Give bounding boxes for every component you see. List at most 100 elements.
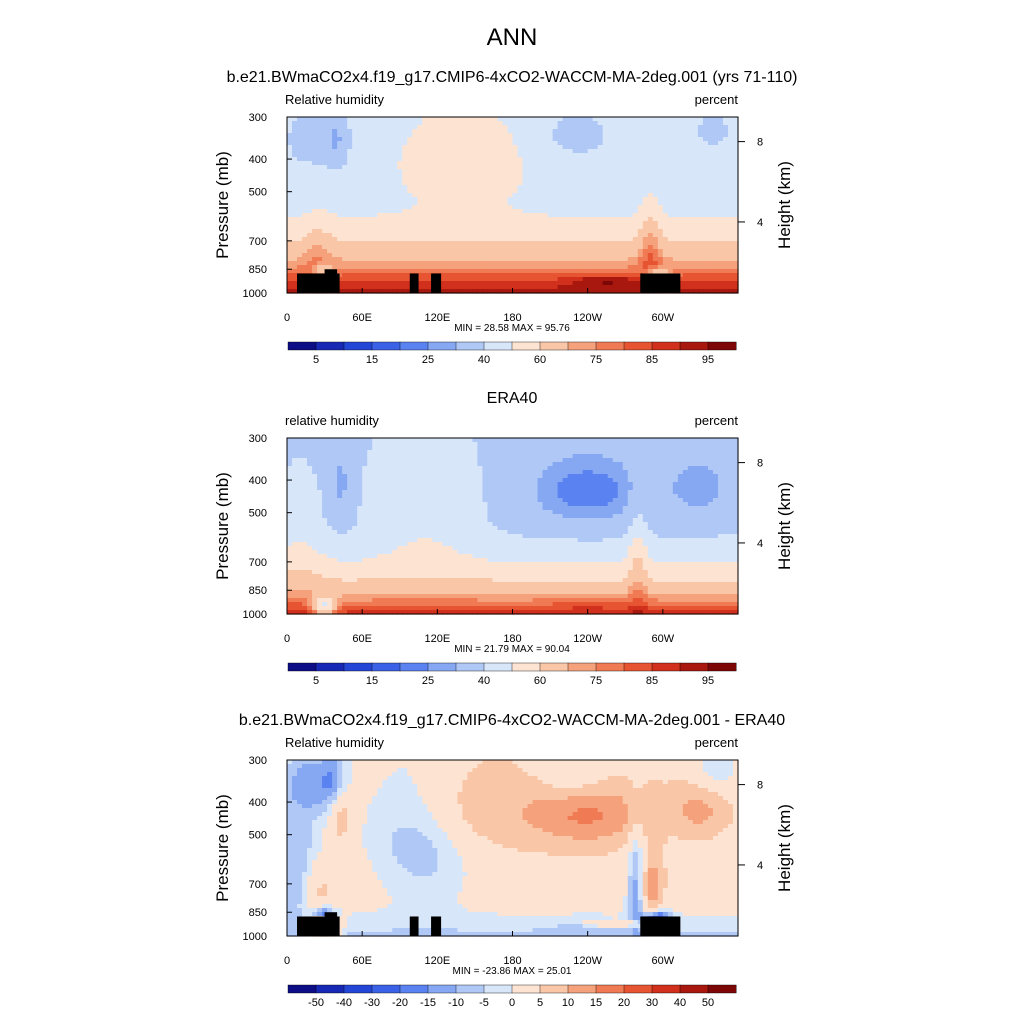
contour-cell (322, 454, 328, 459)
contour-cell (517, 285, 524, 290)
contour-cell (457, 181, 463, 186)
contour-cell (692, 273, 699, 278)
contour-cell (477, 137, 484, 142)
contour-cell (537, 221, 544, 226)
contour-cell (627, 157, 634, 162)
contour-cell (392, 121, 398, 126)
contour-cell (487, 470, 494, 475)
contour-cell (292, 450, 298, 455)
contour-cell (342, 213, 348, 218)
contour-cell (667, 173, 674, 178)
contour-cell (422, 149, 428, 154)
contour-cell (527, 446, 534, 451)
contour-cell (592, 121, 599, 126)
contour-cell (672, 157, 679, 162)
contour-cell (427, 129, 433, 134)
contour-cell (682, 237, 689, 242)
contour-cell (322, 181, 328, 186)
contour-cell (652, 261, 659, 266)
contour-cell (672, 257, 679, 262)
contour-cell (447, 257, 453, 262)
contour-cell (477, 462, 484, 467)
contour-cell (547, 462, 554, 467)
contour-cell (732, 129, 739, 134)
contour-cell (702, 173, 709, 178)
contour-cell (652, 133, 659, 138)
contour-cell (467, 165, 474, 170)
contour-cell (467, 141, 474, 146)
contour-cell (292, 237, 298, 242)
contour-cell (507, 181, 514, 186)
contour-cell (397, 438, 403, 443)
contour-cell (377, 149, 383, 154)
contour-cell (672, 450, 679, 455)
contour-cell (687, 273, 694, 278)
contour-cell (497, 185, 504, 190)
contour-cell (517, 241, 524, 246)
contour-cell (532, 281, 539, 286)
contour-cell (697, 121, 704, 126)
contour-cell (652, 161, 659, 166)
contour-cell (387, 277, 393, 282)
contour-cell (302, 253, 308, 258)
contour-cell (617, 173, 624, 178)
contour-cell (697, 145, 704, 150)
contour-cell (447, 233, 453, 238)
contour-cell (617, 149, 624, 154)
contour-cell (492, 470, 499, 475)
contour-cell (287, 261, 293, 266)
contour-cell (317, 221, 323, 226)
contour-cell (537, 189, 544, 194)
contour-cell (707, 141, 714, 146)
contour-cell (572, 213, 579, 218)
contour-cell (537, 173, 544, 178)
contour-cell (702, 281, 709, 286)
contour-cell (307, 141, 313, 146)
contour-cell (607, 121, 614, 126)
contour-cell (482, 458, 489, 463)
contour-cell (632, 277, 639, 282)
contour-cell (457, 277, 463, 282)
contour-cell (667, 181, 674, 186)
contour-cell (672, 269, 679, 274)
contour-cell (407, 181, 413, 186)
contour-cell (377, 285, 383, 290)
contour-cell (347, 281, 353, 286)
contour-cell (342, 285, 348, 290)
contour-cell (632, 165, 639, 170)
contour-cell (372, 197, 378, 202)
contour-cell (557, 281, 564, 286)
contour-cell (507, 205, 514, 210)
contour-cell (642, 177, 649, 182)
contour-cell (592, 117, 599, 122)
contour-cell (422, 201, 428, 206)
contour-cell (377, 221, 383, 226)
contour-cell (607, 462, 614, 467)
contour-cell (352, 454, 358, 459)
contour-cell (427, 446, 433, 451)
contour-cell (622, 261, 629, 266)
contour-cell (377, 185, 383, 190)
contour-cell (312, 133, 318, 138)
contour-cell (447, 265, 453, 270)
contour-cell (637, 193, 644, 198)
contour-cell (572, 141, 579, 146)
contour-cell (307, 213, 313, 218)
contour-cell (502, 285, 509, 290)
contour-cell (722, 137, 729, 142)
contour-cell (572, 450, 579, 455)
contour-cell (307, 185, 313, 190)
contour-cell (722, 185, 729, 190)
contour-cell (602, 129, 609, 134)
contour-cell (477, 189, 484, 194)
contour-cell (402, 257, 408, 262)
contour-cell (517, 249, 524, 254)
contour-cell (462, 137, 468, 142)
contour-cell (682, 177, 689, 182)
contour-cell (477, 265, 484, 270)
contour-cell (327, 462, 333, 467)
contour-cell (342, 281, 348, 286)
contour-cell (677, 474, 684, 479)
contour-cell (732, 197, 739, 202)
colorbar-swatch (399, 341, 429, 351)
